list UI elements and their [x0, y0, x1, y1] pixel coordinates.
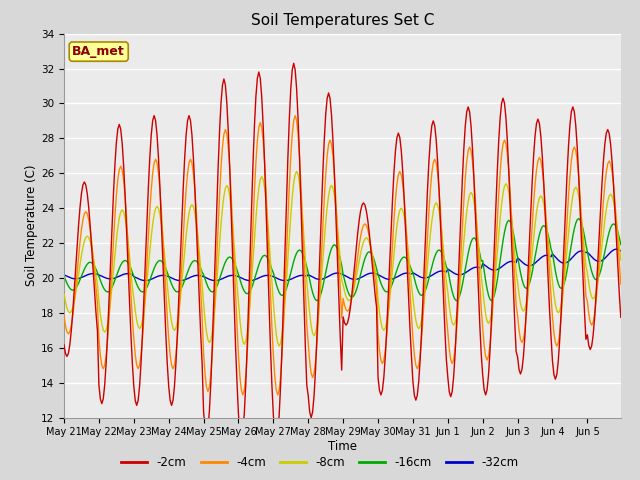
Text: BA_met: BA_met: [72, 45, 125, 58]
Legend: -2cm, -4cm, -8cm, -16cm, -32cm: -2cm, -4cm, -8cm, -16cm, -32cm: [116, 452, 524, 474]
Title: Soil Temperatures Set C: Soil Temperatures Set C: [251, 13, 434, 28]
Y-axis label: Soil Temperature (C): Soil Temperature (C): [25, 165, 38, 287]
X-axis label: Time: Time: [328, 440, 357, 453]
